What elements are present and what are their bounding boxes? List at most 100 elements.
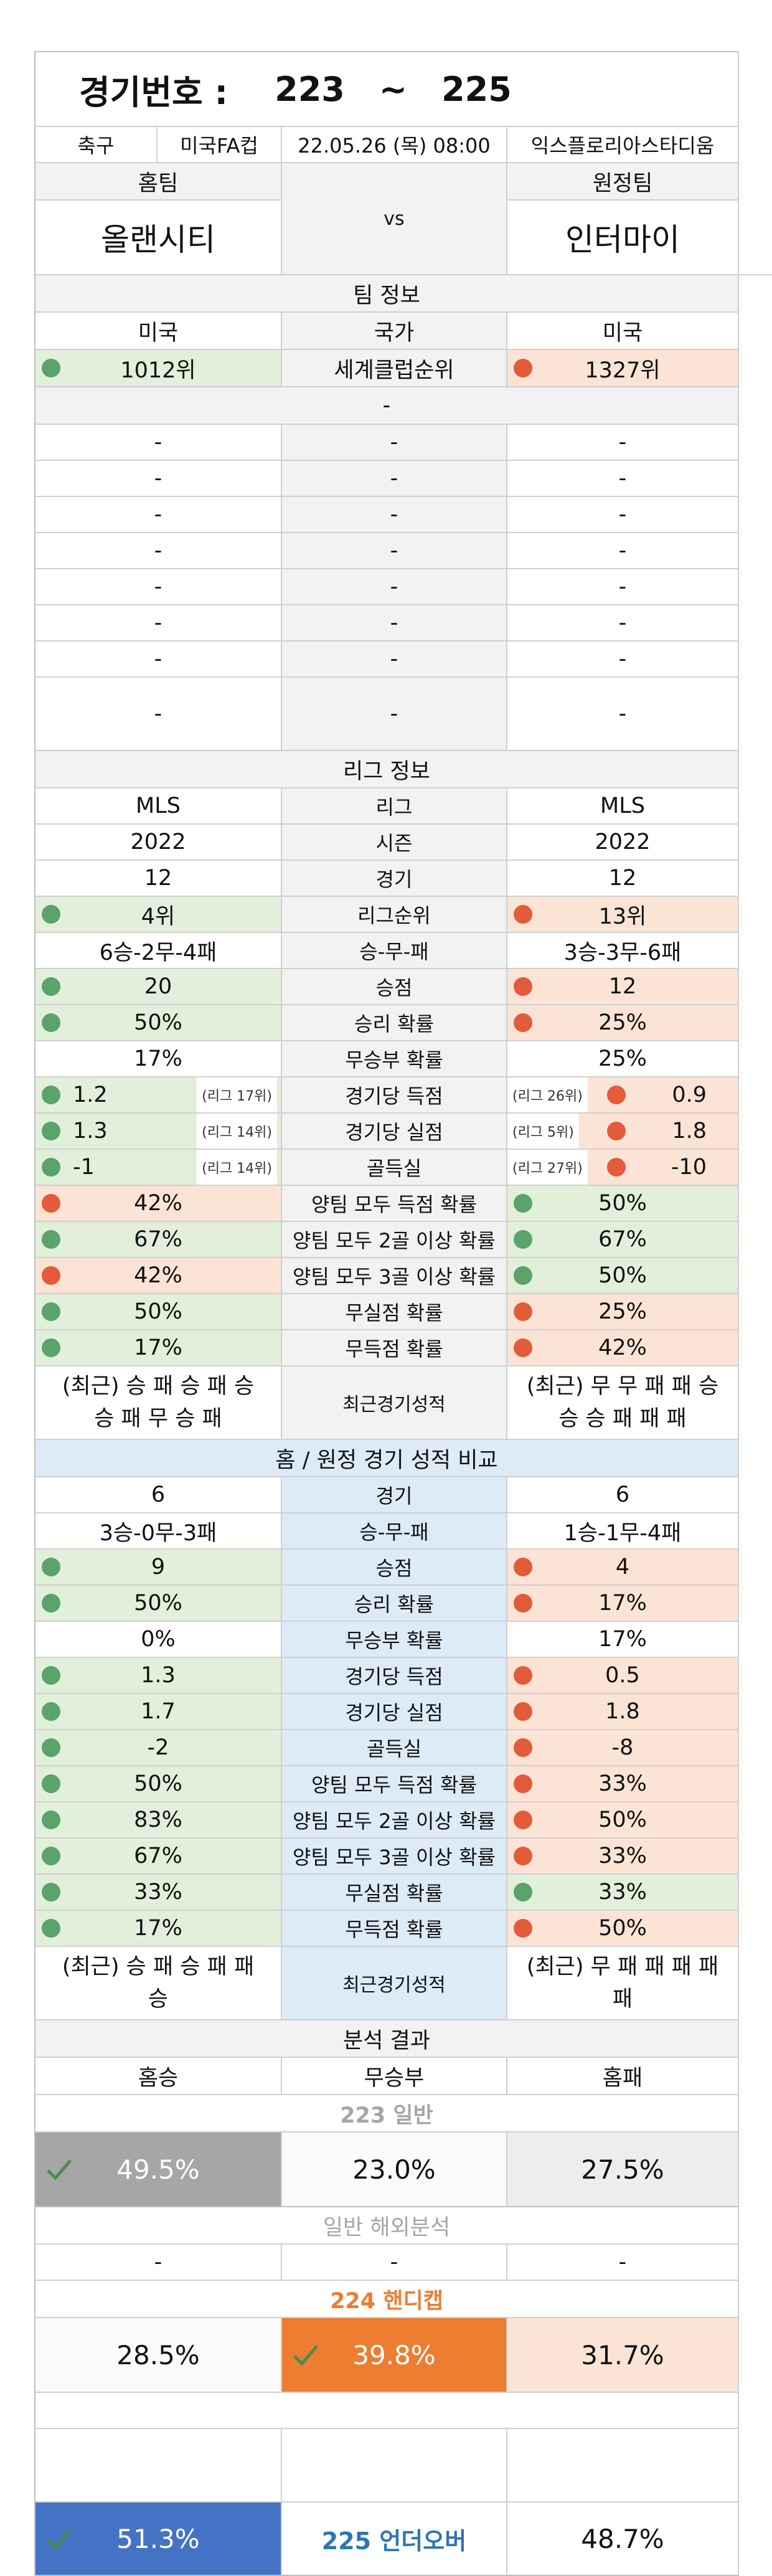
positive-dot-icon xyxy=(42,1013,60,1032)
analysis-header: 분석 결과 xyxy=(35,2020,739,2057)
home-stat-value: 83% xyxy=(35,1802,282,1837)
team-info-header: 팀 정보 xyxy=(35,275,739,311)
stat-row: 83% 양팀 모두 2골 이상 확률 50% xyxy=(35,1802,739,1839)
overseas-away: - xyxy=(507,2245,739,2280)
home-stat-value: 20 xyxy=(35,969,282,1004)
away-stat-value: 33% xyxy=(507,1875,739,1910)
stat-label: 양팀 모두 3골 이상 확률 xyxy=(282,1839,507,1873)
home-team-name: 올랜시티 xyxy=(35,201,282,274)
away-stat-value: 67% xyxy=(507,1222,739,1257)
home-stat-value: 9 xyxy=(35,1550,282,1584)
negative-dot-icon xyxy=(514,1666,532,1685)
positive-dot-icon xyxy=(514,1194,532,1213)
match-number-to: 225 xyxy=(441,69,512,109)
check-icon xyxy=(47,2529,72,2550)
home-empty-value: - xyxy=(35,461,282,496)
stat-row: 9 승점 4 xyxy=(35,1550,739,1586)
away-stat-value: 1승-1무-4패 xyxy=(507,1513,739,1548)
analysis-sheet: 경기번호 : 223 ~ 225 축구 미국FA컵 22.05.26 (목) 0… xyxy=(34,51,772,2576)
away-stat-value: 17% xyxy=(507,1622,739,1657)
negative-dot-icon xyxy=(514,1919,532,1938)
positive-dot-icon xyxy=(514,1883,532,1901)
stat-label: 무실점 확률 xyxy=(282,1875,507,1910)
match-number-title: 경기번호 : 223 ~ 225 xyxy=(35,52,739,126)
away-stat-value: (리그 5위) 1.8 xyxy=(507,1114,739,1148)
world-rank-label: 세계클럽순위 xyxy=(282,350,507,386)
away-empty-value: - xyxy=(507,425,739,460)
stat-label: 경기당 실점 xyxy=(282,1694,507,1729)
check-icon xyxy=(47,2159,72,2181)
stat-row: 67% 양팀 모두 3골 이상 확률 33% xyxy=(35,1839,739,1875)
stat-label: 양팀 모두 3골 이상 확률 xyxy=(282,1258,507,1293)
negative-dot-icon xyxy=(514,1847,532,1865)
negative-dot-icon xyxy=(514,1338,532,1357)
away-stat-value: 33% xyxy=(507,1766,739,1801)
positive-dot-icon xyxy=(42,1086,60,1104)
stat-label: 무득점 확률 xyxy=(282,1330,507,1365)
stat-row: 0% 무승부 확률 17% xyxy=(35,1622,739,1658)
away-stat-value: 50% xyxy=(507,1802,739,1837)
country-label: 국가 xyxy=(282,313,507,349)
away-empty-value: - xyxy=(507,569,739,604)
negative-dot-icon xyxy=(514,1302,532,1321)
stat-row: -2 골득실 -8 xyxy=(35,1730,739,1766)
positive-dot-icon xyxy=(42,1847,60,1865)
home-league-rank-note: (리그 14위) xyxy=(197,1150,277,1185)
away-stat-value: 2022 xyxy=(507,825,739,859)
positive-dot-icon xyxy=(42,905,60,924)
away-team-name: 인터마이 xyxy=(507,201,739,274)
blank-cell xyxy=(507,2429,739,2501)
away-stat-value: -8 xyxy=(507,1730,739,1765)
home-stat-value: 1.3 xyxy=(35,1658,282,1693)
stat-row: 6 경기 6 xyxy=(35,1477,739,1513)
positive-dot-icon xyxy=(42,1122,60,1140)
positive-dot-icon xyxy=(42,1302,60,1321)
away-stat-value: 17% xyxy=(507,1586,739,1621)
home-stat-value: 2022 xyxy=(35,825,282,859)
check-icon xyxy=(293,2345,318,2366)
home-win-label: 홈승 xyxy=(35,2058,282,2094)
versus: vs xyxy=(282,163,507,274)
empty-info-row: - - - xyxy=(35,569,739,605)
general-title: 223 일반 xyxy=(35,2095,739,2131)
overseas-draw: - xyxy=(282,2245,507,2280)
away-league-rank-note: (리그 27위) xyxy=(507,1150,588,1185)
stat-label: 경기 xyxy=(282,1477,507,1512)
stat-label: 승리 확률 xyxy=(282,1586,507,1621)
stat-label: 리그 xyxy=(282,788,507,823)
draw-label: 무승부 xyxy=(282,2058,507,2094)
match-datetime: 22.05.26 (목) 08:00 xyxy=(282,127,507,162)
handicap-home: 28.5% xyxy=(35,2318,282,2392)
blank-cell xyxy=(282,2429,507,2501)
away-stat-value: (리그 26위) 0.9 xyxy=(507,1077,739,1112)
home-stat-value: 1.3 (리그 14위) xyxy=(35,1114,282,1148)
stat-label: 양팀 모두 득점 확률 xyxy=(282,1186,507,1221)
sport: 축구 xyxy=(35,127,158,162)
home-stat-value: 0% xyxy=(35,1622,282,1657)
home-stat-value: 50% xyxy=(35,1586,282,1621)
positive-dot-icon xyxy=(42,1338,60,1357)
home-stat-value: 50% xyxy=(35,1005,282,1040)
home-empty-value: - xyxy=(35,642,282,676)
empty-info-row: - - - xyxy=(35,497,739,533)
empty-info-row: - - - xyxy=(35,605,739,642)
away-stat-value: 4 xyxy=(507,1550,739,1584)
underover-under: 51.3% xyxy=(35,2503,282,2575)
away-stat-value: 12 xyxy=(507,969,739,1004)
home-empty-value: - xyxy=(35,497,282,532)
away-empty-value: - xyxy=(507,678,739,750)
home-stat-value: 67% xyxy=(35,1839,282,1873)
positive-dot-icon xyxy=(42,359,60,377)
home-away-compare-header: 홈 / 원정 경기 성적 비교 xyxy=(35,1440,739,1476)
away-stat-value: 25% xyxy=(507,1294,739,1329)
home-stat-value: 17% xyxy=(35,1041,282,1076)
stat-row: 67% 양팀 모두 2골 이상 확률 67% xyxy=(35,1222,739,1258)
home-empty-value: - xyxy=(35,569,282,604)
empty-label: - xyxy=(282,605,507,640)
home-league-rank-note: (리그 17위) xyxy=(197,1077,277,1112)
stat-row: 6승-2무-4패 승-무-패 3승-3무-6패 xyxy=(35,933,739,969)
stat-row: 50% 승리 확률 25% xyxy=(35,1005,739,1041)
home-empty-value: - xyxy=(35,533,282,568)
